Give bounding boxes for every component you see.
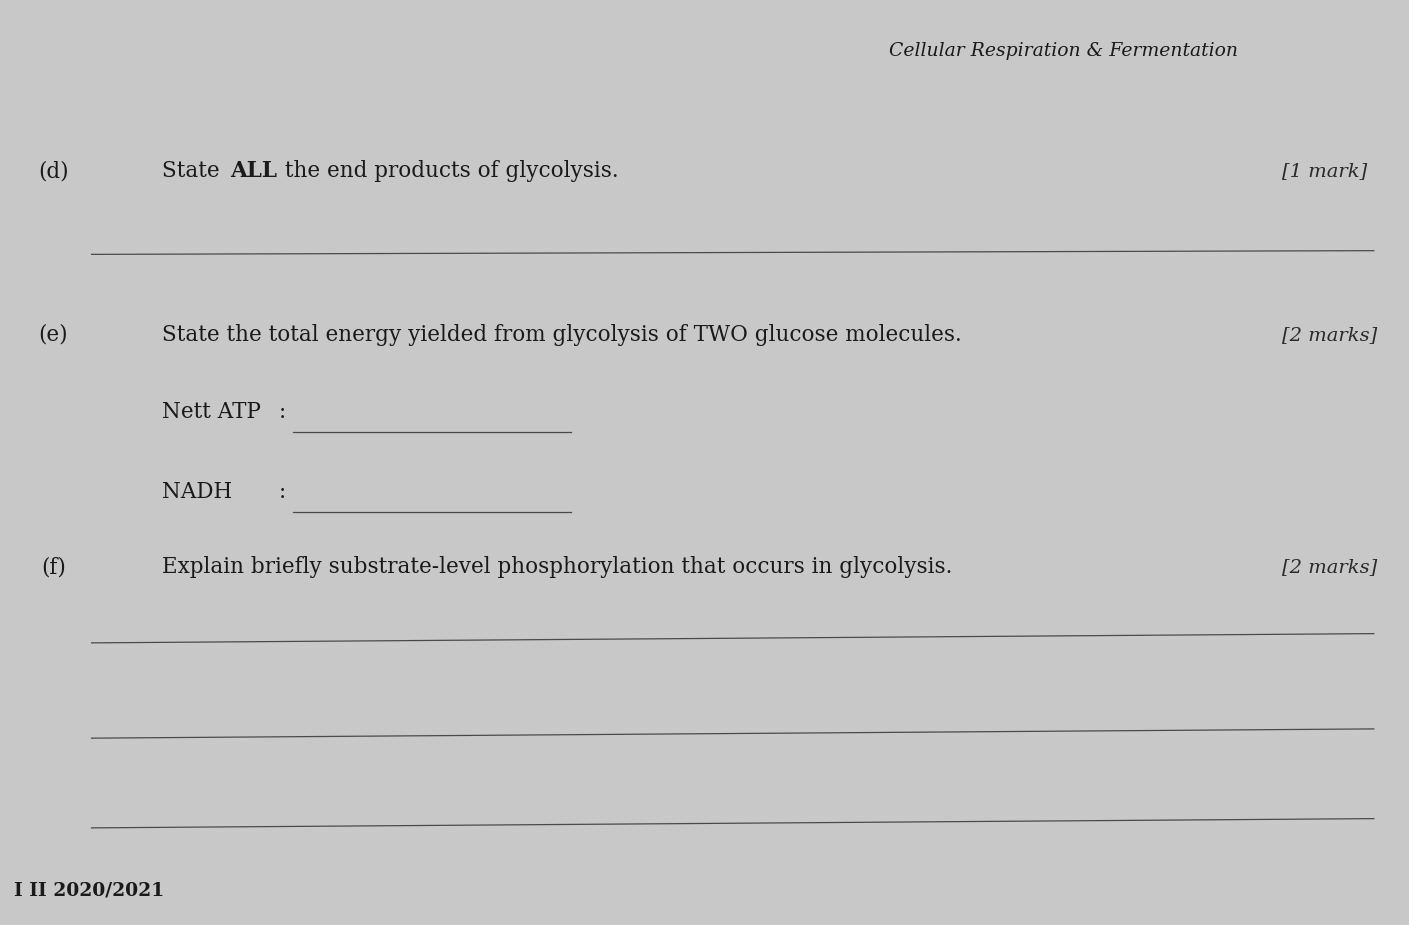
Text: I II 2020/2021: I II 2020/2021 <box>14 882 165 899</box>
Text: (d): (d) <box>38 160 69 182</box>
Text: NADH: NADH <box>162 481 232 503</box>
Text: [2 marks]: [2 marks] <box>1282 326 1378 344</box>
Text: Explain briefly substrate-level phosphorylation that occurs in glycolysis.: Explain briefly substrate-level phosphor… <box>162 556 952 578</box>
Text: :: : <box>279 401 286 423</box>
Text: [2 marks]: [2 marks] <box>1282 558 1378 576</box>
Text: (e): (e) <box>38 324 69 346</box>
Text: [1 mark]: [1 mark] <box>1282 162 1368 180</box>
Text: Nett ATP: Nett ATP <box>162 401 261 423</box>
Text: the end products of glycolysis.: the end products of glycolysis. <box>278 160 619 182</box>
Text: State: State <box>162 160 227 182</box>
Text: Cellular Respiration & Fermentation: Cellular Respiration & Fermentation <box>889 42 1239 59</box>
Text: State the total energy yielded from glycolysis of TWO glucose molecules.: State the total energy yielded from glyc… <box>162 324 962 346</box>
Text: (f): (f) <box>41 556 66 578</box>
Text: ALL: ALL <box>230 160 276 182</box>
Text: :: : <box>279 481 286 503</box>
